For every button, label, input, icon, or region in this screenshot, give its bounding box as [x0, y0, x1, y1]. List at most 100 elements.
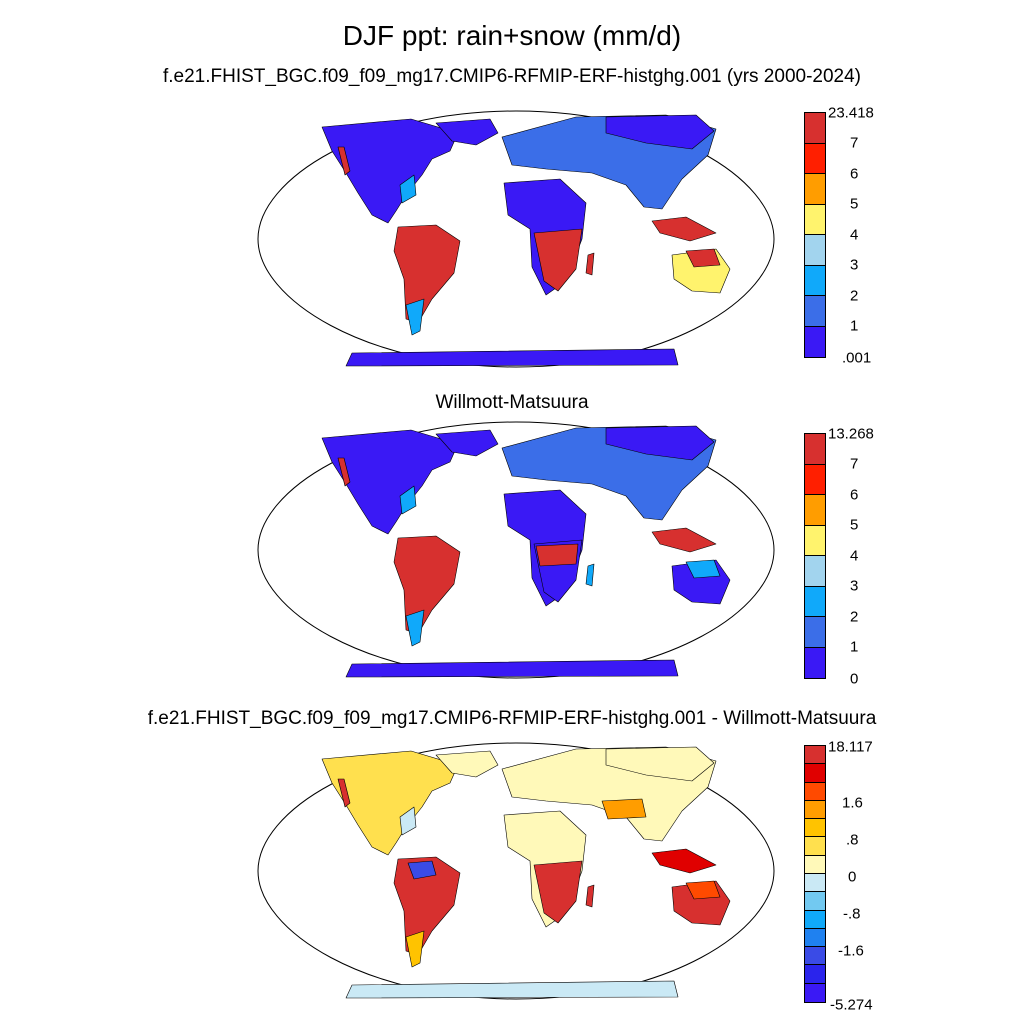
panel-1-world-map [257, 110, 775, 368]
colorbar-swatch [805, 617, 825, 648]
southeast-asia [651, 848, 717, 874]
colorbar-label: 5 [850, 516, 859, 534]
colorbar-swatch [805, 746, 825, 765]
colorbar-swatch [805, 819, 825, 838]
colorbar-label: 6 [850, 165, 859, 183]
colorbar-swatch [805, 556, 825, 587]
colorbar-label: .001 [842, 349, 872, 367]
greenland [435, 750, 499, 778]
east-coast [399, 485, 417, 515]
panel-1-colorbar [804, 112, 826, 358]
west-coast-wet [337, 778, 351, 808]
colorbar-label: .8 [846, 831, 859, 849]
colorbar-label: 1 [850, 638, 859, 656]
colorbar-swatch [805, 837, 825, 856]
colorbar-label: 0 [850, 670, 859, 688]
colorbar-label: 5 [850, 195, 859, 213]
colorbar-label: 3 [850, 256, 859, 274]
siberia [605, 746, 715, 782]
colorbar-label: 4 [850, 226, 859, 244]
colorbar-label: 13.268 [828, 425, 874, 443]
antarctica [345, 348, 679, 367]
colorbar-swatch [805, 800, 825, 820]
colorbar-label: 4 [850, 547, 859, 565]
colorbar-swatch [805, 928, 825, 948]
colorbar-label: 0 [848, 868, 857, 886]
colorbar-label: -1.6 [838, 942, 864, 960]
panel-3-world-map [257, 742, 775, 1000]
southeast-asia [651, 527, 717, 553]
colorbar-label: 7 [850, 455, 859, 473]
colorbar-label: -.8 [843, 905, 861, 923]
colorbar-swatch [805, 495, 825, 526]
southeast-asia [651, 216, 717, 242]
south-america [393, 224, 461, 324]
east-coast [399, 806, 417, 836]
colorbar-swatch [805, 782, 825, 801]
australia-north [685, 559, 721, 579]
panel-2-colorbar [804, 433, 826, 679]
australia-north [685, 880, 721, 900]
colorbar-label: 18.117 [828, 738, 873, 756]
colorbar-swatch [805, 647, 825, 678]
greenland [435, 429, 499, 457]
panel-3-colorbar [804, 745, 826, 1003]
main-title: DJF ppt: rain+snow (mm/d) [342, 20, 682, 51]
panel-2-subtitle: Willmott-Matsuura [435, 392, 589, 413]
colorbar-label: 1 [850, 317, 859, 335]
colorbar-label: 7 [850, 134, 859, 152]
colorbar-label: 23.418 [828, 104, 874, 122]
colorbar-swatch [805, 204, 825, 235]
amazon-dry-bias [407, 860, 437, 880]
panel-3-subtitle: f.e21.FHIST_BGC.f09_f09_mg17.CMIP6-RFMIP… [147, 708, 877, 729]
colorbar-swatch [805, 143, 825, 174]
central-asia [601, 798, 647, 820]
colorbar-swatch [805, 525, 825, 556]
madagascar [585, 563, 595, 587]
southern-africa [533, 860, 583, 924]
panel-1-subtitle: f.e21.FHIST_BGC.f09_f09_mg17.CMIP6-RFMIP… [162, 66, 861, 87]
colorbar-label: -5.274 [830, 996, 873, 1014]
siberia [605, 114, 715, 150]
australia-north [685, 248, 721, 268]
madagascar [585, 252, 595, 276]
colorbar-swatch [805, 113, 825, 144]
antarctica [345, 659, 679, 678]
colorbar-label: 2 [850, 287, 859, 305]
east-coast [399, 174, 417, 204]
colorbar-swatch [805, 947, 825, 966]
colorbar-swatch [805, 434, 825, 465]
colorbar-swatch [805, 764, 825, 783]
colorbar-swatch [805, 983, 825, 1002]
west-coast-wet [337, 457, 351, 487]
colorbar-swatch [805, 174, 825, 205]
madagascar [585, 884, 595, 908]
patagonia [405, 298, 425, 336]
west-coast-wet [337, 146, 351, 176]
colorbar-swatch [805, 464, 825, 495]
colorbar-swatch [805, 296, 825, 327]
central-africa-wet [535, 543, 579, 567]
panel-2-world-map [257, 421, 775, 679]
colorbar-swatch [805, 855, 825, 874]
patagonia [405, 930, 425, 968]
colorbar-swatch [805, 910, 825, 929]
colorbar-swatch [805, 326, 825, 357]
colorbar-label: 2 [850, 608, 859, 626]
colorbar-swatch [805, 873, 825, 893]
colorbar-swatch [805, 965, 825, 984]
colorbar-label: 6 [850, 486, 859, 504]
colorbar-swatch [805, 235, 825, 266]
south-america [393, 856, 461, 956]
greenland [435, 118, 499, 146]
patagonia [405, 609, 425, 647]
southern-africa [533, 228, 583, 292]
siberia [605, 425, 715, 461]
colorbar-swatch [805, 265, 825, 296]
colorbar-swatch [805, 586, 825, 617]
colorbar-label: 3 [850, 577, 859, 595]
south-america [393, 535, 461, 635]
colorbar-label: 1.6 [842, 794, 863, 812]
antarctica [345, 980, 679, 999]
colorbar-swatch [805, 892, 825, 911]
